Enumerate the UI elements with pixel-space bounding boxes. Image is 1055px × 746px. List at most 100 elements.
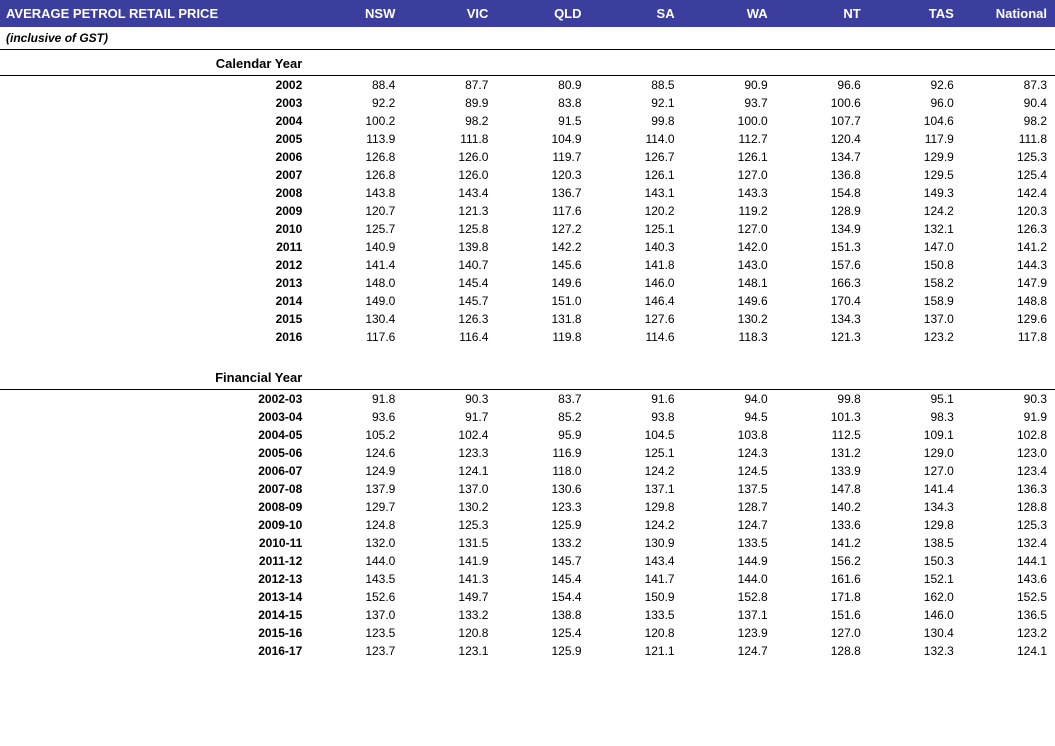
value-cell: 131.5 [403,534,496,552]
value-cell: 105.2 [310,426,403,444]
table-row: 2009120.7121.3117.6120.2119.2128.9124.21… [0,202,1055,220]
value-cell: 141.9 [403,552,496,570]
value-cell: 124.1 [962,642,1055,660]
table-row: 2014149.0145.7151.0146.4149.6170.4158.91… [0,292,1055,310]
col-nsw: NSW [310,0,403,27]
table-row: 2007126.8126.0120.3126.1127.0136.8129.51… [0,166,1055,184]
value-cell: 91.6 [590,390,683,409]
value-cell: 95.1 [869,390,962,409]
value-cell: 143.6 [962,570,1055,588]
value-cell: 145.6 [496,256,589,274]
year-cell: 2011 [0,238,310,256]
value-cell: 129.8 [869,516,962,534]
col-wa: WA [683,0,776,27]
year-cell: 2007 [0,166,310,184]
col-tas: TAS [869,0,962,27]
value-cell: 129.5 [869,166,962,184]
value-cell: 147.0 [869,238,962,256]
value-cell: 140.3 [590,238,683,256]
value-cell: 124.2 [590,462,683,480]
value-cell: 96.6 [776,76,869,95]
value-cell: 151.3 [776,238,869,256]
table-row: 2009-10124.8125.3125.9124.2124.7133.6129… [0,516,1055,534]
table-row: 2014-15137.0133.2138.8133.5137.1151.6146… [0,606,1055,624]
value-cell: 91.5 [496,112,589,130]
col-nt: NT [776,0,869,27]
value-cell: 102.8 [962,426,1055,444]
value-cell: 144.0 [310,552,403,570]
value-cell: 144.9 [683,552,776,570]
value-cell: 151.0 [496,292,589,310]
table-row: 2006126.8126.0119.7126.7126.1134.7129.91… [0,148,1055,166]
value-cell: 152.6 [310,588,403,606]
value-cell: 143.4 [403,184,496,202]
value-cell: 119.7 [496,148,589,166]
value-cell: 121.3 [776,328,869,346]
col-vic: VIC [403,0,496,27]
value-cell: 127.0 [683,220,776,238]
section-spacer [0,346,1055,364]
value-cell: 111.8 [403,130,496,148]
value-cell: 136.5 [962,606,1055,624]
value-cell: 96.0 [869,94,962,112]
value-cell: 117.6 [496,202,589,220]
table-row: 2004-05105.2102.495.9104.5103.8112.5109.… [0,426,1055,444]
value-cell: 150.8 [869,256,962,274]
table-row: 2005-06124.6123.3116.9125.1124.3131.2129… [0,444,1055,462]
value-cell: 130.2 [403,498,496,516]
year-cell: 2012 [0,256,310,274]
value-cell: 125.7 [310,220,403,238]
value-cell: 109.1 [869,426,962,444]
year-cell: 2004 [0,112,310,130]
value-cell: 130.2 [683,310,776,328]
value-cell: 140.2 [776,498,869,516]
value-cell: 152.5 [962,588,1055,606]
value-cell: 92.6 [869,76,962,95]
value-cell: 142.2 [496,238,589,256]
year-cell: 2003-04 [0,408,310,426]
table-body: (inclusive of GST) Calendar Year200288.4… [0,27,1055,660]
value-cell: 148.1 [683,274,776,292]
value-cell: 154.8 [776,184,869,202]
value-cell: 120.7 [310,202,403,220]
year-cell: 2008-09 [0,498,310,516]
value-cell: 120.8 [590,624,683,642]
year-cell: 2010 [0,220,310,238]
value-cell: 124.9 [310,462,403,480]
value-cell: 124.6 [310,444,403,462]
table-row: 2003-0493.691.785.293.894.5101.398.391.9 [0,408,1055,426]
value-cell: 152.8 [683,588,776,606]
value-cell: 98.2 [962,112,1055,130]
value-cell: 88.4 [310,76,403,95]
value-cell: 107.7 [776,112,869,130]
value-cell: 123.5 [310,624,403,642]
table-row: 2008-09129.7130.2123.3129.8128.7140.2134… [0,498,1055,516]
value-cell: 124.7 [683,516,776,534]
table-row: 2016117.6116.4119.8114.6118.3121.3123.21… [0,328,1055,346]
value-cell: 91.8 [310,390,403,409]
value-cell: 121.3 [403,202,496,220]
value-cell: 123.1 [403,642,496,660]
value-cell: 145.4 [496,570,589,588]
value-cell: 133.6 [776,516,869,534]
value-cell: 137.5 [683,480,776,498]
table-row: 2016-17123.7123.1125.9121.1124.7128.8132… [0,642,1055,660]
year-cell: 2013 [0,274,310,292]
value-cell: 130.4 [869,624,962,642]
value-cell: 143.5 [310,570,403,588]
value-cell: 170.4 [776,292,869,310]
value-cell: 124.7 [683,642,776,660]
value-cell: 98.3 [869,408,962,426]
year-cell: 2007-08 [0,480,310,498]
value-cell: 119.2 [683,202,776,220]
value-cell: 162.0 [869,588,962,606]
petrol-price-table: AVERAGE PETROL RETAIL PRICE NSW VIC QLD … [0,0,1055,660]
table-row: 2005113.9111.8104.9114.0112.7120.4117.91… [0,130,1055,148]
value-cell: 90.4 [962,94,1055,112]
table-row: 2004100.298.291.599.8100.0107.7104.698.2 [0,112,1055,130]
year-cell: 2011-12 [0,552,310,570]
table-row: 2013-14152.6149.7154.4150.9152.8171.8162… [0,588,1055,606]
table-row: 2007-08137.9137.0130.6137.1137.5147.8141… [0,480,1055,498]
value-cell: 157.6 [776,256,869,274]
value-cell: 137.0 [403,480,496,498]
